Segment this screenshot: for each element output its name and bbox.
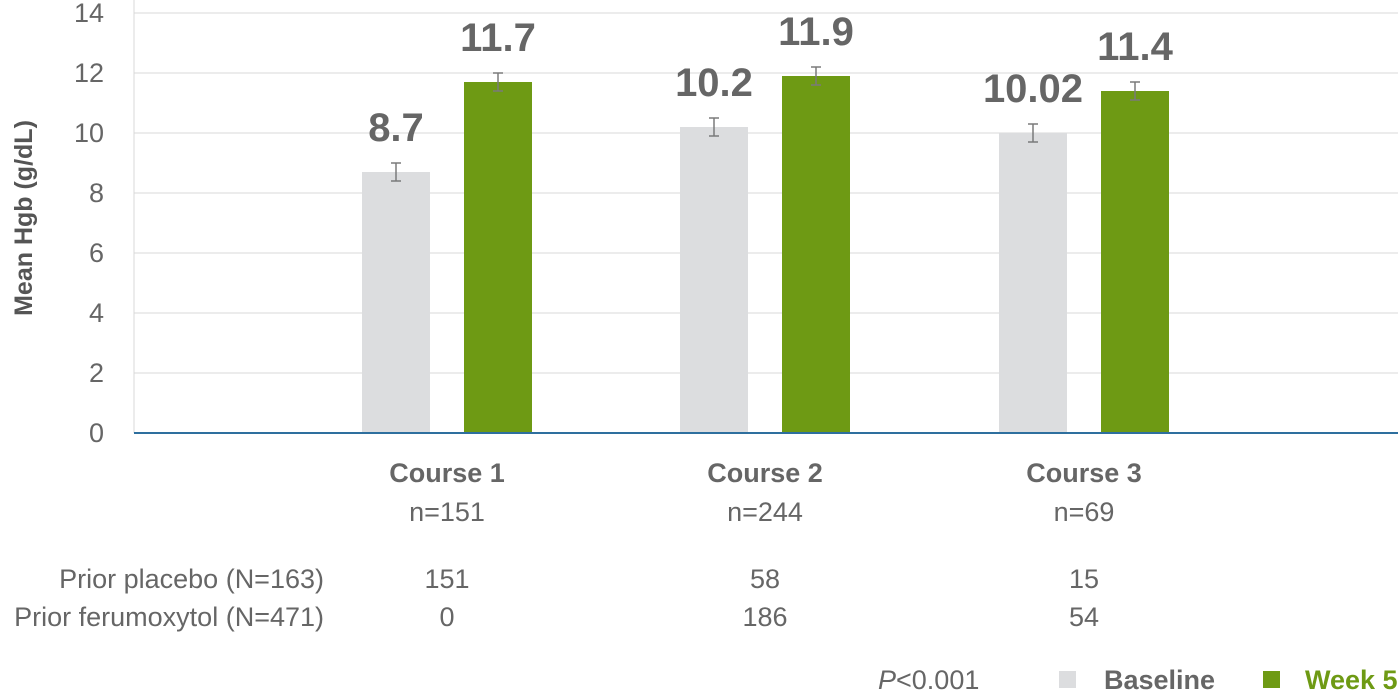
p-value-p: P (878, 665, 896, 692)
legend-swatch-baseline (1059, 671, 1076, 688)
table-row-label: Prior placebo (N=163) (59, 564, 324, 594)
y-tick-label: 4 (89, 298, 104, 328)
data-label: 10.02 (983, 67, 1083, 111)
error-bar (811, 66, 821, 86)
bar-baseline-3 (999, 133, 1067, 433)
error-bars (391, 66, 1140, 182)
category-n: n=244 (727, 497, 803, 527)
y-tick-label: 2 (89, 358, 104, 388)
data-label: 11.7 (460, 16, 536, 60)
bar-week5-1 (464, 82, 532, 433)
error-bar (1130, 81, 1140, 101)
legend-swatch-week5 (1263, 671, 1280, 688)
bar-week5-2 (782, 76, 850, 433)
data-label: 10.2 (675, 61, 753, 105)
p-value-rest: <0.001 (896, 665, 979, 692)
gridlines (133, 0, 1398, 433)
y-tick-label: 10 (74, 118, 104, 148)
table-cell: 54 (1069, 602, 1099, 632)
legend-label-week5: Week 5 (1305, 665, 1398, 692)
p-value: P<0.001 (878, 665, 979, 692)
error-bar (391, 162, 401, 182)
category-label: Course 1 (389, 458, 505, 488)
category-n: n=69 (1054, 497, 1115, 527)
y-tick-label: 0 (89, 418, 104, 448)
table-cell: 0 (439, 602, 454, 632)
table-cell: 151 (424, 564, 469, 594)
y-tick-label: 12 (74, 58, 104, 88)
patient-table: Prior placebo (N=163) 151 58 15 Prior ferumo… (14, 564, 1099, 632)
category-n: n=151 (409, 497, 485, 527)
table-cell: 186 (742, 602, 787, 632)
bar-baseline-2 (680, 127, 748, 433)
category-labels: Course 1 n=151 Course 2 n=244 Course 3 n=69 (389, 458, 1142, 527)
legend-label-baseline: Baseline (1104, 665, 1215, 692)
y-axis-ticks: 0 2 4 6 8 10 12 14 (74, 0, 104, 448)
error-bar (1028, 123, 1038, 143)
bars (362, 76, 1169, 433)
error-bar (493, 72, 503, 92)
y-tick-label: 14 (74, 0, 104, 28)
data-label: 8.7 (368, 106, 424, 150)
bar-baseline-1 (362, 172, 430, 433)
y-tick-label: 8 (89, 178, 104, 208)
table-cell: 15 (1069, 564, 1099, 594)
bar-week5-3 (1101, 91, 1169, 433)
category-label: Course 2 (707, 458, 823, 488)
table-cell: 58 (750, 564, 780, 594)
footer: P<0.001 Baseline Week 5 (878, 665, 1398, 692)
data-label: 11.4 (1097, 25, 1173, 69)
data-label: 11.9 (778, 10, 854, 54)
y-axis-label: Mean Hgb (g/dL) (10, 120, 38, 316)
data-labels: 8.7 10.2 10.02 11.7 11.9 11.4 (368, 10, 1173, 150)
table-row-label: Prior ferumoxytol (N=471) (14, 602, 324, 632)
y-tick-label: 6 (89, 238, 104, 268)
category-label: Course 3 (1026, 458, 1142, 488)
error-bar (709, 117, 719, 137)
